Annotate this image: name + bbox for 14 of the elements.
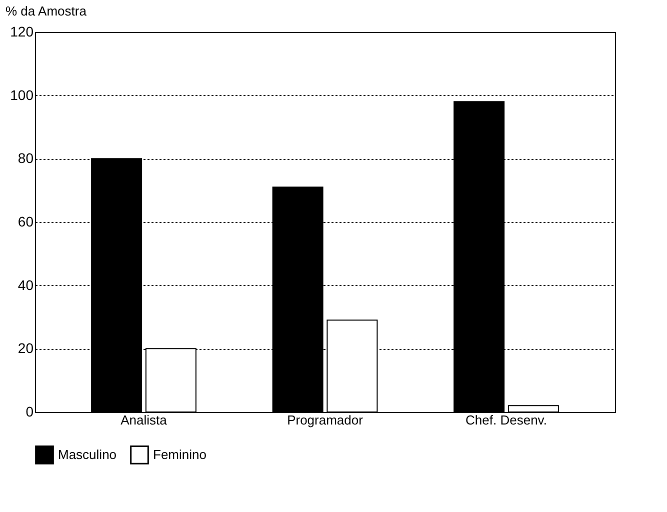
legend-label: Masculino: [58, 446, 117, 462]
y-tick-label: 80: [18, 150, 34, 166]
y-tick-label: 40: [18, 276, 34, 293]
y-tick-label: 120: [10, 24, 34, 40]
bar: [508, 405, 559, 412]
x-tick-label: Analista: [120, 412, 168, 428]
legend-label: Feminino: [153, 446, 206, 462]
y-tick-label: 60: [18, 214, 34, 230]
y-axis-title: % da Amostra: [6, 4, 88, 18]
y-tick-label: 0: [26, 404, 34, 420]
y-tick-label: 100: [10, 86, 34, 103]
x-tick-label: Programador: [287, 412, 364, 428]
y-tick-label: 20: [18, 340, 34, 356]
x-tick-label: Chef. Desenv.: [466, 412, 547, 428]
